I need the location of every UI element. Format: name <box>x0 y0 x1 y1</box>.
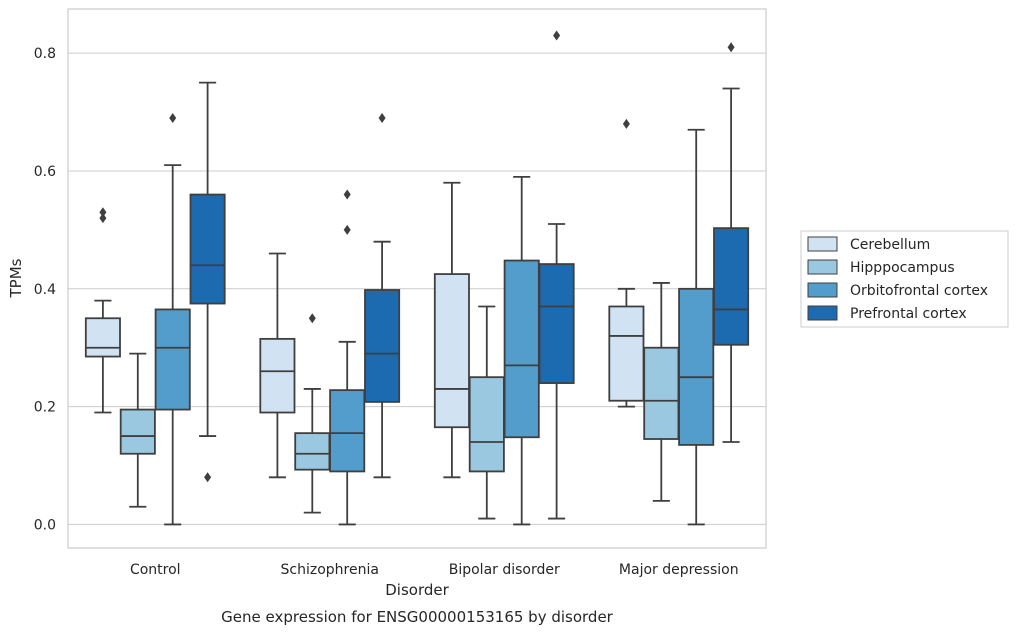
box-orbitofrontal-cortex <box>154 112 191 526</box>
y-tick-label: 0.6 <box>34 164 56 180</box>
legend: Cerebellum Hipppocampus Orbitofrontal cort… <box>800 230 1009 328</box>
legend-swatch <box>807 305 838 321</box>
box-iqr <box>119 408 156 455</box>
outlier-point <box>99 213 107 224</box>
box-cerebellum <box>259 252 296 479</box>
legend-label: Orbitofrontal cortex <box>850 283 988 299</box>
box-orbitofrontal-cortex <box>678 128 715 526</box>
legend-label: Prefrontal cortex <box>850 306 967 322</box>
box-prefrontal-cortex <box>364 112 401 479</box>
outlier-point <box>727 42 735 53</box>
box-iqr <box>468 376 505 473</box>
y-tick-label: 0.2 <box>34 400 56 416</box>
x-tick-label: Major depression <box>619 562 739 578</box>
outlier-point <box>343 224 351 235</box>
box-iqr <box>433 273 470 429</box>
box-prefrontal-cortex <box>189 81 226 483</box>
y-tick-label: 0.4 <box>34 282 56 298</box>
outlier-point <box>622 118 630 129</box>
legend-swatch <box>807 236 838 252</box>
y-tick-label: 0.0 <box>34 517 56 533</box>
box-hipppocampus <box>119 352 156 508</box>
x-tick-label: Control <box>130 562 181 578</box>
box-iqr <box>713 227 750 346</box>
box-iqr <box>84 317 121 358</box>
y-tick-label: 0.8 <box>34 46 56 62</box>
outlier-point <box>378 112 386 123</box>
box-groups <box>84 30 750 526</box>
box-iqr <box>608 305 645 402</box>
y-axis-label: TPMs <box>7 258 25 298</box>
box-orbitofrontal-cortex <box>329 189 366 526</box>
box-hipppocampus <box>643 282 680 502</box>
plot-area <box>67 8 767 549</box>
y-tick-labels: 0.0 0.2 0.4 0.6 0.8 <box>34 46 56 533</box>
box-iqr <box>643 346 680 440</box>
box-iqr <box>538 263 575 384</box>
outlier-point <box>343 189 351 200</box>
outlier-point <box>99 207 107 218</box>
outlier-point <box>553 30 561 41</box>
legend-swatch <box>807 282 838 298</box>
box-iqr <box>329 389 366 473</box>
box-iqr <box>503 259 540 439</box>
box-iqr <box>294 432 331 471</box>
box-iqr <box>678 287 715 446</box>
legend-label: Cerebellum <box>850 237 930 253</box>
box-cerebellum <box>608 118 645 408</box>
box-prefrontal-cortex <box>713 42 750 443</box>
chart-caption: Gene expression for ENSG00000153165 by d… <box>221 608 614 626</box>
outlier-point <box>204 472 212 483</box>
box-iqr <box>189 193 226 305</box>
outlier-point <box>308 313 316 324</box>
x-tick-label: Schizophrenia <box>281 562 379 578</box>
legend-swatch <box>807 259 838 275</box>
legend-label: Hipppocampus <box>850 260 955 276</box>
box-cerebellum <box>433 181 470 479</box>
box-prefrontal-cortex <box>538 30 575 520</box>
box-iqr <box>364 289 401 403</box>
outlier-point <box>169 112 177 123</box>
box-cerebellum <box>84 207 121 414</box>
box-hipppocampus <box>468 305 505 520</box>
box-iqr <box>259 337 296 414</box>
x-axis-label: Disorder <box>385 581 449 599</box>
x-tick-label: Bipolar disorder <box>449 562 560 578</box>
box-iqr <box>154 308 191 411</box>
x-tick-labels: Control Schizophrenia Bipolar disorder Majo… <box>130 562 739 578</box>
